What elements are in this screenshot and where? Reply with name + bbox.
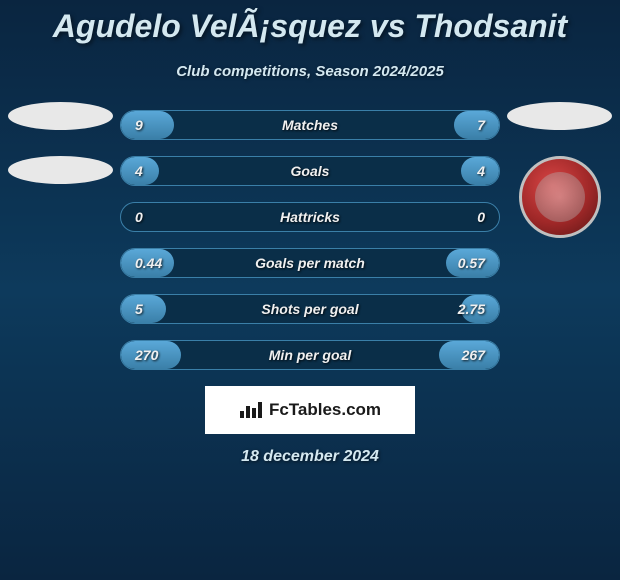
stat-value-right: 4 [477, 163, 485, 179]
flag-placeholder-left [8, 102, 113, 130]
stat-row: 270 Min per goal 267 [120, 340, 500, 370]
stat-row: 9 Matches 7 [120, 110, 500, 140]
flag-placeholder-right [507, 102, 612, 130]
date-text: 18 december 2024 [0, 448, 620, 466]
stat-value-left: 0.44 [135, 255, 162, 271]
stat-label: Matches [282, 117, 338, 133]
stat-row: 4 Goals 4 [120, 156, 500, 186]
stat-value-right: 7 [477, 117, 485, 133]
stat-value-left: 5 [135, 301, 143, 317]
brand-box[interactable]: FcTables.com [205, 386, 415, 434]
subtitle: Club competitions, Season 2024/2025 [0, 63, 620, 80]
stat-value-right: 267 [462, 347, 485, 363]
stat-value-left: 9 [135, 117, 143, 133]
stat-label: Goals per match [255, 255, 365, 271]
stat-value-right: 2.75 [458, 301, 485, 317]
brand-text: FcTables.com [269, 400, 381, 420]
stat-value-left: 270 [135, 347, 158, 363]
stat-value-left: 4 [135, 163, 143, 179]
stat-label: Shots per goal [261, 301, 358, 317]
stat-value-left: 0 [135, 209, 143, 225]
bar-left [121, 111, 174, 139]
page-title: Agudelo VelÃ¡squez vs Thodsanit [0, 8, 620, 45]
stat-label: Hattricks [280, 209, 340, 225]
club-placeholder-left [8, 156, 113, 184]
club-logo-right [519, 156, 601, 238]
stat-row: 5 Shots per goal 2.75 [120, 294, 500, 324]
player-left-badges [8, 102, 113, 210]
bar-left [121, 295, 166, 323]
player-right-badges [507, 102, 612, 238]
stat-label: Goals [291, 163, 330, 179]
stats-list: 9 Matches 7 4 Goals 4 0 Hattricks 0 0.44 Goals per… [120, 110, 500, 370]
chart-icon [239, 400, 263, 420]
stat-value-right: 0.57 [458, 255, 485, 271]
stat-row: 0 Hattricks 0 [120, 202, 500, 232]
content-area: 9 Matches 7 4 Goals 4 0 Hattricks 0 0.44 Goals per… [0, 110, 620, 466]
stat-value-right: 0 [477, 209, 485, 225]
stat-label: Min per goal [269, 347, 351, 363]
stat-row: 0.44 Goals per match 0.57 [120, 248, 500, 278]
comparison-card: Agudelo VelÃ¡squez vs Thodsanit Club com… [0, 0, 620, 466]
